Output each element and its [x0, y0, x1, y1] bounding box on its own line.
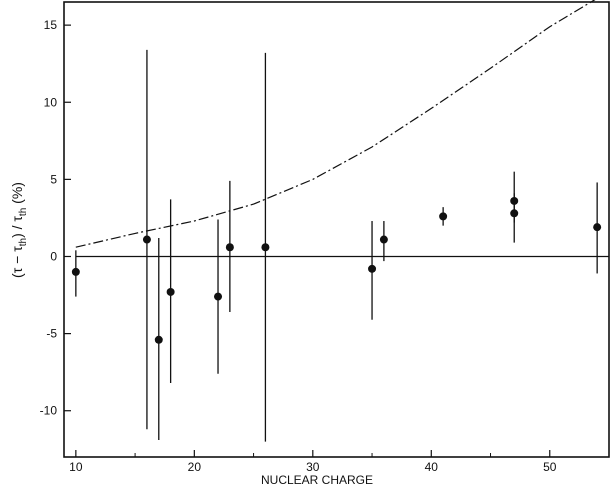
- plot-frame: [63, 1, 610, 458]
- y-axis-title: (τ − τth) / τth (%): [9, 182, 29, 278]
- x-tick-label: 50: [543, 460, 557, 474]
- x-tick-label: 40: [425, 460, 439, 474]
- x-tick-label: 30: [306, 460, 320, 474]
- data-point: [166, 287, 175, 296]
- x-tick-label: 10: [69, 460, 83, 474]
- y-axis-label-sub2: th: [18, 208, 29, 216]
- y-tick-label: -5: [46, 327, 57, 341]
- data-point: [593, 223, 602, 232]
- y-axis-label-mid: ) / τ: [9, 216, 25, 238]
- data-point: [154, 335, 163, 344]
- data-point: [71, 267, 80, 276]
- x-axis-title: NUCLEAR CHARGE: [261, 473, 373, 487]
- points-layer: [71, 49, 602, 442]
- y-tick-label: 5: [50, 172, 57, 186]
- data-point: [225, 243, 234, 252]
- y-tick-label: 15: [44, 18, 58, 32]
- y-axis-label-sub1: th: [18, 238, 29, 246]
- x-tick-label: 20: [188, 460, 202, 474]
- data-point: [261, 243, 270, 252]
- y-axis-label: (τ − τth) / τth (%): [9, 182, 29, 278]
- y-tick-label: 0: [50, 249, 57, 263]
- y-tick-label: 10: [44, 95, 58, 109]
- lines-layer: [75, 0, 609, 258]
- data-point: [142, 235, 151, 244]
- data-point: [379, 235, 388, 244]
- y-axis-label-close: (%): [9, 182, 25, 208]
- y-tick-label: -10: [40, 404, 58, 418]
- data-point: [214, 292, 223, 301]
- data-point: [368, 264, 377, 273]
- theory-curve-dash-dot: [75, 0, 596, 248]
- y-axis-label-open: (τ − τ: [9, 246, 25, 278]
- data-point: [439, 212, 448, 221]
- data-point: [510, 209, 519, 218]
